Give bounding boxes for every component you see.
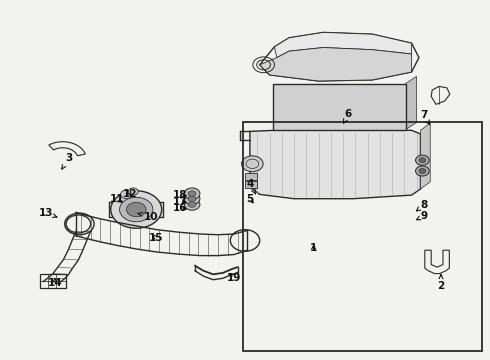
Text: 14: 14 [48, 278, 62, 288]
Bar [273, 84, 406, 130]
Text: 16: 16 [173, 203, 188, 213]
Circle shape [416, 155, 429, 165]
Circle shape [184, 193, 200, 204]
Circle shape [121, 190, 132, 199]
Text: 12: 12 [122, 189, 137, 199]
Text: 10: 10 [138, 212, 158, 222]
Circle shape [120, 197, 153, 222]
Circle shape [416, 166, 429, 176]
Text: 18: 18 [173, 190, 188, 200]
Text: 17: 17 [173, 197, 188, 207]
Text: 7: 7 [420, 110, 430, 124]
Text: 15: 15 [148, 233, 163, 243]
Circle shape [419, 168, 426, 174]
Text: 9: 9 [416, 211, 427, 221]
Text: 2: 2 [438, 275, 444, 291]
Polygon shape [274, 32, 412, 58]
Circle shape [188, 202, 196, 207]
Text: 11: 11 [109, 194, 124, 204]
Text: 1: 1 [310, 243, 317, 253]
Bar [40, 274, 66, 288]
Bar [245, 173, 257, 180]
Bar [243, 122, 482, 351]
Circle shape [128, 188, 138, 195]
Text: 4: 4 [246, 179, 255, 194]
Circle shape [242, 156, 263, 172]
Polygon shape [260, 48, 412, 81]
Text: 8: 8 [416, 200, 427, 211]
Text: 13: 13 [39, 208, 57, 218]
Text: 5: 5 [246, 194, 253, 204]
Circle shape [184, 188, 200, 199]
Text: 19: 19 [227, 273, 242, 283]
Circle shape [188, 191, 196, 197]
Circle shape [126, 202, 146, 217]
Text: 3: 3 [62, 153, 72, 169]
Circle shape [111, 191, 162, 228]
Polygon shape [406, 76, 416, 130]
Circle shape [184, 199, 200, 210]
Circle shape [188, 196, 196, 202]
Bar [245, 181, 257, 188]
Polygon shape [250, 130, 420, 199]
Text: 6: 6 [343, 109, 351, 123]
Circle shape [419, 158, 426, 163]
Polygon shape [420, 123, 430, 189]
